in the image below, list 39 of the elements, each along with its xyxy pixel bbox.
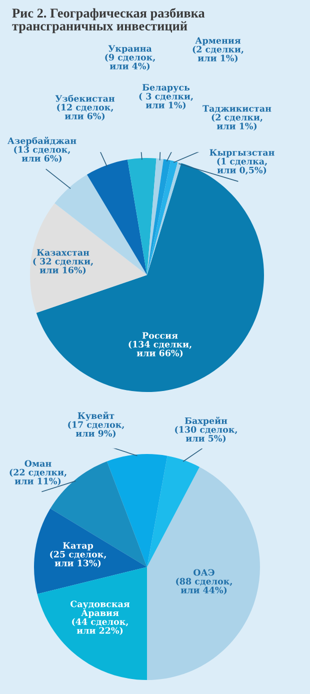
data-label: (44 сделок, или 22%) xyxy=(72,618,128,635)
slice-label: ОАЭ xyxy=(194,569,214,576)
data-label: (2 сделки, или 1%) xyxy=(192,46,244,63)
slice-label: Россия xyxy=(142,332,178,339)
data-label: (1 сделка, или 0,5%) xyxy=(217,158,267,175)
pie-slice xyxy=(147,159,171,275)
data-label: ( 32 сделки, или 16%) xyxy=(33,258,93,275)
slice-label: Украина xyxy=(108,45,152,54)
slice-label: Таджикистан xyxy=(202,105,272,113)
data-label: (2 сделки, или 1%) xyxy=(212,114,262,131)
pie-slice xyxy=(147,456,200,567)
chart-title: Рис 2. Географическая разбивка трансграничных инвестиций xyxy=(12,8,205,34)
data-label: (134 сделки, или 66%) xyxy=(128,340,192,358)
slice-label: Азербайджан xyxy=(8,136,76,146)
slice-label: Узбекистан xyxy=(55,94,115,102)
data-label: (25 сделок, или 13%) xyxy=(50,550,106,568)
data-label: (17 сделок, или 9%) xyxy=(68,421,124,438)
data-label: ( 3 сделки, или 1%) xyxy=(139,92,193,110)
data-label: (88 сделок, или 44%) xyxy=(176,578,232,595)
pie-slice xyxy=(127,158,156,275)
slice-label: Беларусь xyxy=(142,84,190,92)
pie-slice xyxy=(30,203,147,313)
pie-slice xyxy=(34,508,147,594)
data-label: (13 сделок, или 6%) xyxy=(14,146,70,163)
slice-label: Бахрейн xyxy=(184,416,228,426)
data-label: (22 сделки, или 11%) xyxy=(10,468,66,486)
slice-label: Армения xyxy=(195,37,241,46)
slice-label: Кувейт xyxy=(78,412,114,421)
slice-label: Оман xyxy=(24,460,52,467)
slice-label: Кыргызстан xyxy=(210,149,274,158)
slice-label: Катар xyxy=(62,542,94,550)
slice-label: Казахстан xyxy=(36,249,90,256)
pie-slice xyxy=(147,466,260,680)
data-label: (130 сделок, или 5%) xyxy=(175,426,237,443)
data-label: (9 сделок, или 4%) xyxy=(105,54,155,71)
pie-slice xyxy=(37,567,147,680)
slice-label: Саудовская Аравия xyxy=(70,600,130,618)
data-label: (12 сделок, или 6%) xyxy=(57,104,113,121)
pie-slice xyxy=(106,454,168,567)
